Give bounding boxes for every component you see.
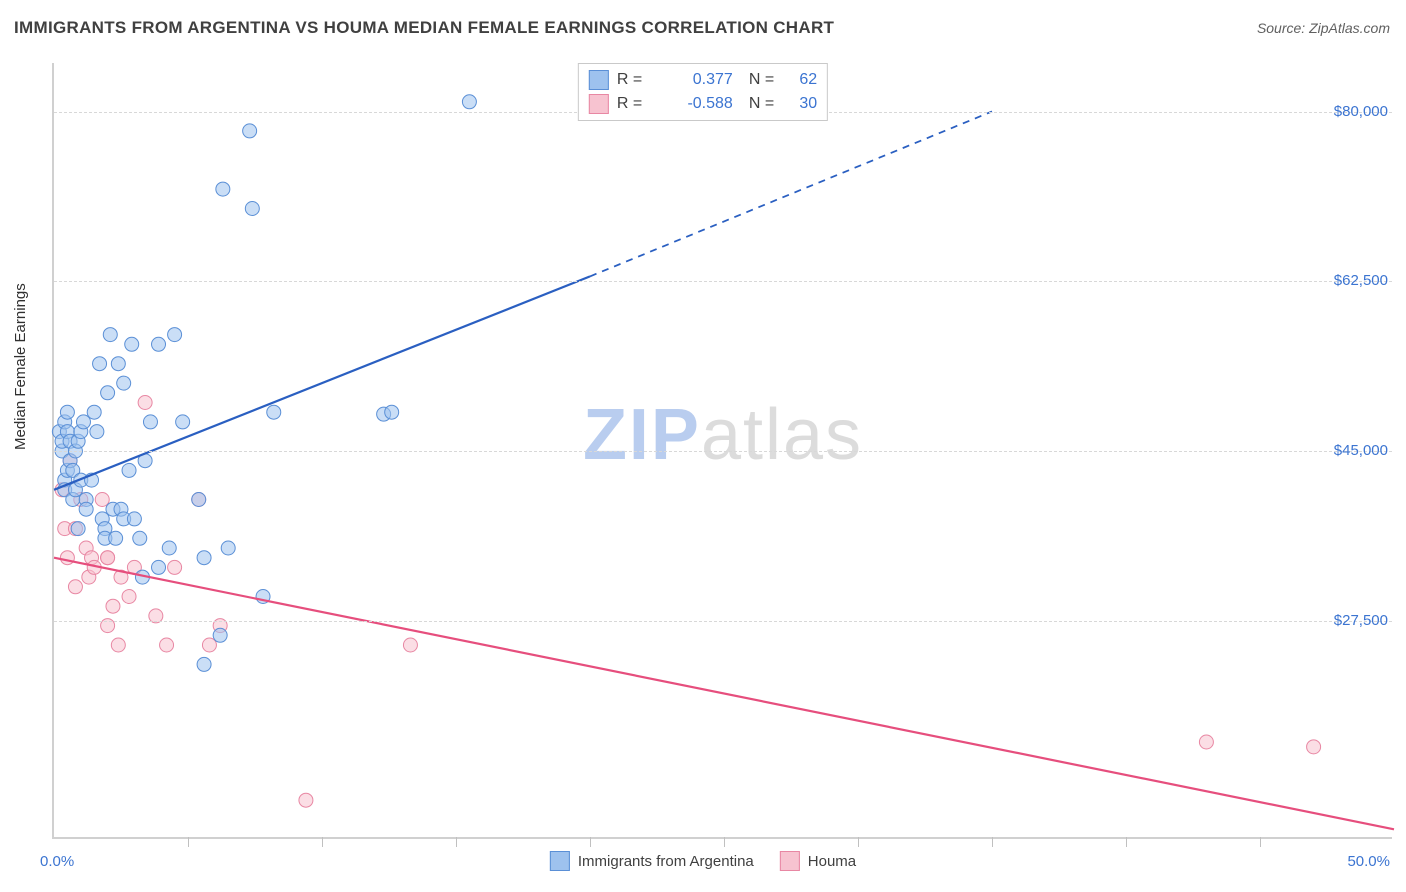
trendline-argentina-dashed [590, 112, 992, 277]
data-point-argentina [133, 531, 147, 545]
data-point-argentina [152, 337, 166, 351]
plot-area: ZIPatlas [52, 63, 1392, 839]
legend-r-label: R = [617, 92, 655, 116]
data-point-houma [138, 396, 152, 410]
chart-title: IMMIGRANTS FROM ARGENTINA VS HOUMA MEDIA… [14, 18, 834, 38]
trendline-argentina [54, 276, 590, 489]
series-legend-item: Immigrants from Argentina [550, 851, 754, 871]
series-legend: Immigrants from Argentina Houma [550, 851, 856, 871]
series-legend-label: Immigrants from Argentina [578, 853, 754, 870]
data-point-houma [101, 551, 115, 565]
y-tick-label: $80,000 [1334, 103, 1388, 120]
data-point-houma [95, 493, 109, 507]
data-point-argentina [87, 405, 101, 419]
data-point-houma [168, 560, 182, 574]
y-tick-label: $62,500 [1334, 272, 1388, 289]
data-point-argentina [127, 512, 141, 526]
x-tick [188, 837, 189, 847]
data-point-argentina [385, 405, 399, 419]
data-point-argentina [197, 551, 211, 565]
x-tick [992, 837, 993, 847]
data-point-houma [60, 551, 74, 565]
data-point-houma [68, 580, 82, 594]
legend-swatch [780, 851, 800, 871]
y-axis-label: Median Female Earnings [12, 283, 29, 450]
legend-swatch [550, 851, 570, 871]
gridline [54, 451, 1392, 452]
x-axis-end-label: 50.0% [1347, 853, 1390, 870]
x-tick [1260, 837, 1261, 847]
data-point-argentina [176, 415, 190, 429]
x-tick [456, 837, 457, 847]
series-legend-item: Houma [780, 851, 856, 871]
legend-row: R = 0.377 N = 62 [589, 68, 817, 92]
data-point-houma [122, 590, 136, 604]
data-point-houma [1307, 740, 1321, 754]
legend-swatch [589, 94, 609, 114]
correlation-legend: R = 0.377 N = 62 R = -0.588 N = 30 [578, 63, 828, 121]
data-point-argentina [76, 415, 90, 429]
data-point-argentina [143, 415, 157, 429]
data-point-argentina [111, 357, 125, 371]
data-point-argentina [152, 560, 166, 574]
data-point-argentina [122, 463, 136, 477]
x-tick [858, 837, 859, 847]
data-point-houma [160, 638, 174, 652]
chart-svg [54, 63, 1392, 837]
data-point-argentina [245, 202, 259, 216]
legend-r-value: 0.377 [663, 68, 733, 92]
data-point-argentina [462, 95, 476, 109]
data-point-houma [106, 599, 120, 613]
gridline [54, 281, 1392, 282]
data-point-argentina [216, 182, 230, 196]
data-point-argentina [125, 337, 139, 351]
data-point-argentina [93, 357, 107, 371]
x-tick [322, 837, 323, 847]
data-point-argentina [79, 502, 93, 516]
data-point-argentina [162, 541, 176, 555]
data-point-argentina [71, 522, 85, 536]
y-tick-label: $27,500 [1334, 612, 1388, 629]
legend-r-value: -0.588 [663, 92, 733, 116]
data-point-houma [202, 638, 216, 652]
gridline [54, 621, 1392, 622]
source-attribution: Source: ZipAtlas.com [1257, 20, 1390, 36]
x-tick [590, 837, 591, 847]
data-point-argentina [90, 425, 104, 439]
legend-row: R = -0.588 N = 30 [589, 92, 817, 116]
data-point-houma [111, 638, 125, 652]
legend-swatch [589, 70, 609, 90]
data-point-argentina [109, 531, 123, 545]
data-point-argentina [267, 405, 281, 419]
source-name: ZipAtlas.com [1309, 20, 1390, 36]
legend-n-value: 62 [782, 68, 817, 92]
data-point-argentina [192, 493, 206, 507]
trendline-houma [54, 558, 1394, 830]
legend-n-label: N = [749, 92, 774, 116]
data-point-houma [299, 793, 313, 807]
source-prefix: Source: [1257, 20, 1309, 36]
x-tick [724, 837, 725, 847]
data-point-argentina [101, 386, 115, 400]
y-tick-label: $45,000 [1334, 442, 1388, 459]
data-point-argentina [168, 328, 182, 342]
data-point-argentina [221, 541, 235, 555]
data-point-argentina [243, 124, 257, 138]
data-point-argentina [103, 328, 117, 342]
x-tick [1126, 837, 1127, 847]
series-legend-label: Houma [808, 853, 856, 870]
data-point-argentina [197, 657, 211, 671]
data-point-houma [403, 638, 417, 652]
legend-r-label: R = [617, 68, 655, 92]
data-point-argentina [117, 376, 131, 390]
data-point-argentina [213, 628, 227, 642]
data-point-argentina [60, 405, 74, 419]
data-point-houma [1199, 735, 1213, 749]
x-axis-start-label: 0.0% [40, 853, 74, 870]
legend-n-label: N = [749, 68, 774, 92]
legend-n-value: 30 [782, 92, 817, 116]
